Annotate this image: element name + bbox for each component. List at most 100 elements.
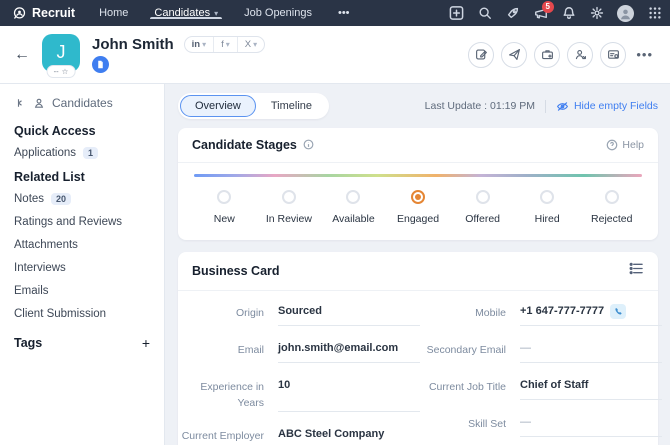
stage-offered[interactable]: Offered [450,190,515,226]
stage-hired[interactable]: Hired [515,190,580,226]
question-icon [607,139,618,151]
field-origin-value[interactable]: Sourced [278,304,420,327]
field-secondary-email-value[interactable]: — [520,341,662,364]
tab-timeline[interactable]: Timeline [270,100,313,112]
field-current-job-title: Current Job Title Chief of Staff [420,378,662,400]
radio-icon[interactable] [346,190,361,204]
person-icon [34,98,44,108]
field-email: Email john.smith@email.com [178,341,420,364]
star-icon: ☆ [61,66,69,76]
business-card-left-column: Origin Sourced Email john.smith@email.co… [178,304,420,445]
stage-available[interactable]: Available [321,190,386,226]
change-owner-button[interactable] [567,41,594,68]
layout-settings-button[interactable] [600,41,627,68]
send-mail-button[interactable] [501,41,528,68]
sidebar-item-ratings-and-reviews[interactable]: Ratings and Reviews [14,216,123,228]
stage-selector: New In Review Available Engaged [192,190,644,226]
sidebar-module-label: Candidates [52,96,113,110]
sidebar-item-emails[interactable]: Emails [14,285,49,297]
field-current-job-title-value[interactable]: Chief of Staff [520,378,662,400]
nav-job-openings[interactable]: Job Openings [244,7,312,19]
field-email-value[interactable]: john.smith@email.com [278,341,420,364]
sidebar-item-notes[interactable]: Notes 20 [14,193,150,205]
zia-rocket-icon[interactable] [505,6,520,21]
quick-access-heading: Quick Access [14,124,96,138]
radio-icon[interactable] [281,190,296,204]
search-icon[interactable] [477,6,492,21]
hide-empty-fields-toggle[interactable]: Hide empty Fields [556,100,658,113]
nav-candidates[interactable]: Candidates ▾ [142,7,230,19]
call-phone-icon[interactable] [610,304,627,320]
field-secondary-email: Secondary Email — [420,341,662,364]
chevron-down-icon: ▾ [225,40,230,49]
notes-count-badge: 20 [51,193,72,205]
radio-icon[interactable] [540,190,555,204]
top-navbar: Recruit Home Candidates ▾ Job Openings •… [0,0,670,26]
facebook-icon[interactable]: f ▾ [214,37,238,52]
chevron-down-icon: ▾ [214,8,219,18]
view-tabs: Overview Timeline [178,93,330,119]
sidebar-item-interviews[interactable]: Interviews [14,262,66,274]
tags-heading: Tags [14,336,43,350]
field-current-employer: Current Employer ABC Steel Company [178,427,420,445]
radio-selected-icon[interactable] [411,190,426,204]
chevron-down-icon: ▾ [202,40,207,49]
divider [544,99,546,113]
recruit-logo-icon [13,6,26,19]
candidate-stages-card: Candidate Stages Help New [178,128,658,241]
stage-engaged[interactable]: Engaged [386,190,451,226]
back-arrow-icon[interactable]: ← [14,45,30,63]
resume-attachment-icon[interactable] [92,56,109,73]
radio-icon[interactable] [475,190,490,204]
chevron-down-icon: ▾ [253,40,258,49]
radio-icon[interactable] [217,190,232,204]
field-properties-icon[interactable] [629,262,644,280]
collapse-panel-icon[interactable] [14,97,26,109]
announcements-icon[interactable]: 5 [533,0,554,21]
brand-label: Recruit [32,6,76,20]
sidebar-item-applications[interactable]: Applications 1 [14,147,150,159]
business-card-title: Business Card [192,264,280,279]
field-experience: Experience in Years 10 [178,378,420,412]
business-card-section: Business Card Origin Sourced Email john.… [178,252,662,445]
linkedin-icon[interactable]: in ▾ [185,37,215,52]
stage-new[interactable]: New [192,190,257,226]
quick-add-icon[interactable] [449,6,464,21]
tab-overview[interactable]: Overview [180,95,256,117]
settings-gear-icon[interactable] [589,6,604,21]
radio-icon[interactable] [604,190,619,204]
candidate-name: John Smith [92,36,174,53]
app-brand[interactable]: Recruit [8,6,85,21]
associate-job-button[interactable] [534,41,561,68]
field-origin: Origin Sourced [178,304,420,327]
field-current-employer-value[interactable]: ABC Steel Company [278,427,420,445]
rating-pill[interactable]: -- ☆ [46,64,76,78]
social-links: in ▾ f ▾ X ▾ [183,36,266,53]
stage-rejected[interactable]: Rejected [579,190,644,226]
sidebar-item-client-submission[interactable]: Client Submission [14,308,107,320]
sidebar-item-attachments[interactable]: Attachments [14,239,78,251]
notifications-bell-icon[interactable] [561,6,576,21]
help-link[interactable]: Help [606,139,644,151]
field-experience-value[interactable]: 10 [278,378,420,412]
related-list-heading: Related List [14,170,85,184]
twitter-x-icon[interactable]: X ▾ [244,39,258,50]
info-icon[interactable] [303,139,315,151]
edit-candidate-button[interactable] [468,41,495,68]
header-more-button[interactable]: ••• [636,47,653,62]
apps-grid-icon[interactable] [647,6,662,21]
nav-home[interactable]: Home [99,7,129,19]
user-avatar[interactable] [617,4,634,22]
stage-in-review[interactable]: In Review [257,190,322,226]
add-tag-button[interactable]: + [141,335,150,351]
main-content: Overview Timeline Last Update : 01:19 PM… [165,84,670,445]
eye-off-icon [556,101,569,111]
field-mobile-value[interactable]: +1 647-777-7777 [520,304,662,327]
field-skill-set-value[interactable]: — [520,415,662,437]
nav-more[interactable]: ••• [337,7,350,19]
business-card-right-column: Mobile +1 647-777-7777 Secondary Email — [420,304,662,445]
left-sidebar: Candidates Quick Access Applications 1 R… [0,84,165,445]
sidebar-module-candidates[interactable]: Candidates [14,96,150,110]
announcement-badge: 5 [541,0,554,13]
field-skill-set: Skill Set — [420,415,662,437]
